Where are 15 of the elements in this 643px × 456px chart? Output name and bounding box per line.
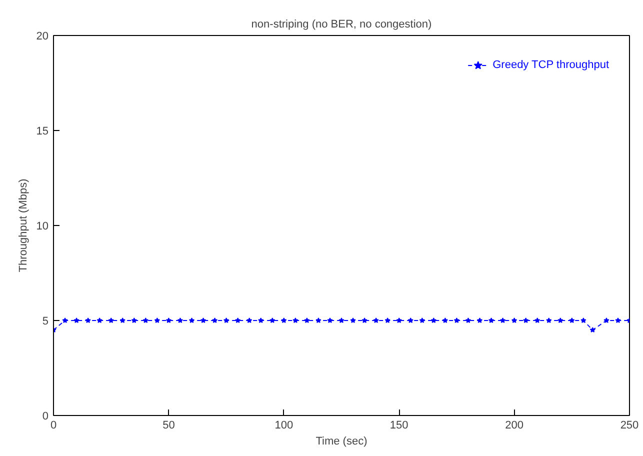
y-tick-label: 15 [36, 126, 49, 138]
y-tick-label: 10 [36, 220, 49, 232]
x-tick-label: 150 [390, 420, 408, 432]
x-tick-label: 100 [274, 420, 294, 432]
x-axis-title: Time (sec) [316, 436, 368, 448]
x-tick-label: 200 [505, 420, 524, 432]
legend-label: Greedy TCP throughput [492, 59, 609, 71]
chart-title: non-striping (no BER, no congestion) [251, 18, 432, 30]
y-tick-label: 5 [42, 316, 49, 328]
x-tick-label: 50 [162, 420, 175, 432]
x-tick-label: 250 [620, 420, 639, 432]
y-tick-label: 20 [36, 30, 49, 42]
y-axis-title: Throughput (Mbps) [17, 178, 30, 272]
y-tick-label: 0 [42, 410, 49, 422]
x-tick-label: 0 [50, 420, 57, 432]
